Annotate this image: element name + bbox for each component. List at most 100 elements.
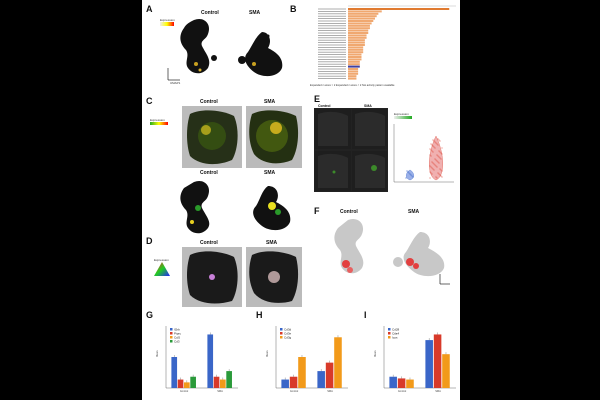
panel-b-bar — [348, 70, 359, 73]
violin-point — [434, 147, 436, 149]
violin-point — [434, 141, 436, 143]
bar — [220, 379, 226, 388]
panel-b-bar-label — [318, 32, 346, 34]
panel-b-bar — [348, 24, 370, 27]
panel-b-bar — [348, 8, 450, 10]
panel-b-bar-label — [318, 56, 346, 58]
violin-point — [438, 173, 440, 175]
violin-point — [435, 165, 437, 167]
y-axis-label: Mean — [265, 350, 269, 357]
legend-label: Ctla4 — [392, 331, 399, 335]
panel-b-bar — [348, 72, 359, 75]
panel-e-label: E — [314, 94, 321, 104]
violin-point — [410, 174, 412, 176]
panel-b-bar-label — [318, 73, 346, 75]
legend-label: Cd3 — [174, 339, 180, 343]
tissue-image-sma-d — [246, 247, 302, 307]
bar — [226, 371, 232, 388]
panel-e-sma-title: SMA — [364, 104, 372, 108]
panel-h-label: H — [256, 310, 263, 320]
panel-f-label: F — [314, 206, 320, 216]
violin-point — [405, 177, 407, 179]
panel-b-bar-label — [318, 61, 346, 63]
violin-point — [435, 159, 437, 161]
panel-b-bar — [348, 60, 360, 63]
x-tick-label: SMA — [327, 389, 333, 393]
panel-b-bar — [348, 29, 369, 32]
violin-point — [439, 151, 441, 153]
violin-control — [406, 169, 414, 181]
violin-point — [409, 173, 411, 175]
violin-point — [433, 163, 435, 165]
violin-point — [408, 172, 410, 174]
violin-point — [431, 161, 433, 163]
x-tick-label: SMA — [435, 389, 441, 393]
bar — [389, 376, 397, 388]
violin-point — [411, 175, 413, 177]
panel-b-bar-label — [318, 23, 346, 24]
violin-point — [435, 176, 437, 178]
panel-c-control-title: Control — [200, 99, 218, 105]
panel-b-bar-label — [318, 42, 346, 43]
panel-b-chart — [318, 5, 456, 80]
y-axis-label: Mean — [155, 350, 159, 357]
panel-b-bar — [348, 48, 364, 51]
panel-b-bar — [348, 39, 365, 42]
violin-point — [433, 169, 435, 171]
violin-point — [431, 167, 433, 169]
violin-point — [430, 143, 432, 145]
panel-d-control-title: Control — [200, 240, 218, 246]
violin-point — [407, 171, 409, 173]
bar — [213, 376, 220, 388]
panel-b-bar — [348, 63, 360, 66]
panel-f-control-title: Control — [340, 209, 358, 215]
legend-label: Ptprc — [174, 331, 182, 335]
violin-point — [439, 168, 441, 170]
violin-point — [441, 176, 443, 178]
legend-label: Ccl5 — [174, 335, 180, 339]
panel-b-bar — [348, 34, 367, 37]
legend-swatch — [170, 328, 173, 331]
panel-b-bar-label — [318, 30, 346, 31]
panel-b-bar-label — [318, 75, 346, 77]
panel-b-bar-label — [318, 59, 346, 60]
panel-b-bar — [348, 68, 359, 70]
panel-b-bar — [348, 44, 365, 46]
violin-point — [431, 144, 433, 146]
violin-point — [432, 151, 434, 153]
legend-label: Cd3e — [284, 331, 292, 335]
violin-point — [412, 176, 414, 178]
violin-point — [436, 160, 438, 162]
panel-a-umap-control — [180, 18, 217, 74]
violin-point — [437, 155, 439, 157]
violin-point — [431, 173, 433, 175]
panel-e-legend-title: Expression — [394, 112, 409, 116]
panel-e-legend-gradient — [394, 116, 412, 119]
panel-b-bar — [348, 56, 362, 58]
legend-label: Cd28 — [392, 327, 400, 331]
panel-b-bar-label — [318, 35, 346, 36]
panel-a-axes — [167, 68, 180, 81]
bar — [298, 357, 306, 388]
panel-b-bar-label — [318, 39, 346, 41]
panel-b-bar — [348, 20, 374, 22]
y-axis-label: Mean — [373, 350, 377, 357]
panel-d-sma-title: SMA — [266, 240, 278, 246]
panel-b-bar-label — [318, 51, 346, 53]
panel-a-axis-x: UMAP1 — [170, 81, 181, 85]
legend-swatch — [388, 328, 391, 331]
panel-b-bar — [348, 27, 370, 30]
x-tick-label: Control — [290, 389, 299, 393]
violin-point — [437, 144, 439, 146]
violin-point — [438, 156, 440, 158]
legend-swatch — [280, 332, 283, 335]
panel-a-label: A — [146, 4, 153, 14]
violin-point — [430, 149, 432, 151]
panel-b-bar — [348, 32, 369, 34]
bar — [190, 376, 196, 388]
panel-c-sma-title: SMA — [264, 99, 276, 105]
panel-b-bar — [348, 46, 364, 49]
panel-c-umap-control — [180, 180, 210, 234]
panel-c-sma2-title: SMA — [264, 170, 276, 176]
panel-f-umap-sma — [393, 232, 445, 277]
